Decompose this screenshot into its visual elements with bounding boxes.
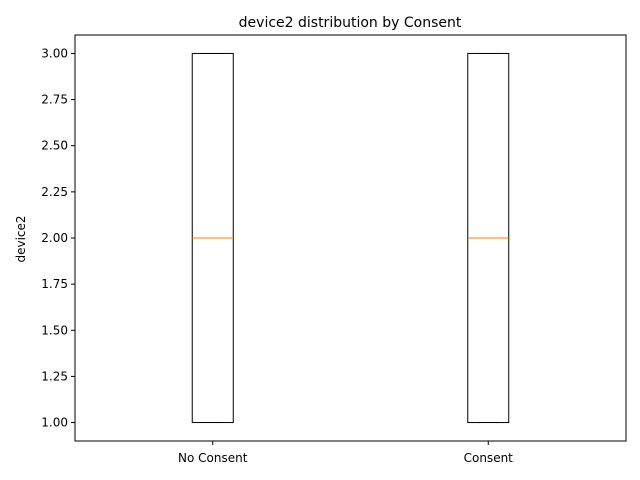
x-tick-label: Consent	[464, 451, 514, 465]
y-tick-label: 1.25	[41, 369, 68, 383]
y-axis-label: device2	[14, 215, 28, 262]
plot-frame	[74, 34, 627, 442]
chart-title: device2 distribution by Consent	[239, 15, 462, 31]
y-tick-label: 1.50	[41, 323, 68, 337]
y-tick-label: 2.50	[41, 139, 68, 153]
y-tick-label: 2.00	[41, 231, 68, 245]
y-tick-label: 2.75	[41, 93, 68, 107]
y-tick-label: 1.00	[41, 416, 68, 430]
y-tick-label: 2.25	[41, 185, 68, 199]
x-tick-label: No Consent	[178, 451, 248, 465]
y-tick-label: 3.00	[41, 46, 68, 60]
plot-marks: 1.00 1.25 1.50 1.75 2.00 2.25 2.50 2.75 3.00 No C…	[41, 46, 513, 465]
y-tick-label: 1.75	[41, 277, 68, 291]
